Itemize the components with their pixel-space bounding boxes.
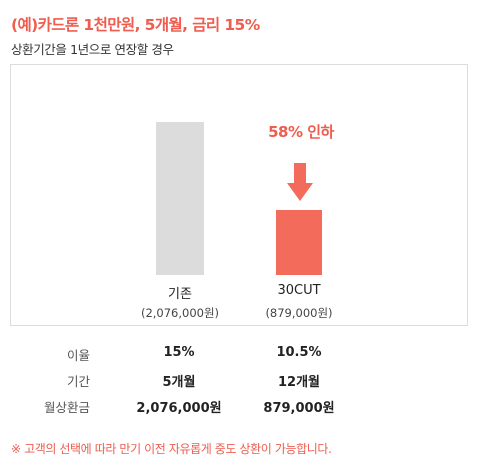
bar-after-label: 30CUT xyxy=(277,283,321,298)
page-title: (예)카드론 1천만원, 5개월, 금리 15% xyxy=(11,16,260,34)
payment-after: 879,000원 xyxy=(263,401,335,416)
comparison-chart: 58% 인하 기존 (2,076,000원) 30CUT (879,000원) xyxy=(10,64,468,326)
rate-before: 15% xyxy=(163,345,195,360)
row-label-rate: 이율 xyxy=(66,348,90,363)
payment-before: 2,076,000원 xyxy=(136,401,222,416)
page-subtitle: 상환기간을 1년으로 연장할 경우 xyxy=(11,42,174,57)
bar-before xyxy=(156,122,204,275)
footnote: ※ 고객의 선택에 따라 만기 이전 자유롭게 중도 상환이 가능합니다. xyxy=(11,442,332,456)
bar-after xyxy=(276,210,322,275)
rate-after: 10.5% xyxy=(276,345,322,360)
bar-before-label: 기존 xyxy=(168,287,192,302)
period-before: 5개월 xyxy=(162,375,196,390)
period-after: 12개월 xyxy=(277,375,320,390)
bar-after-amount: (879,000원) xyxy=(265,306,333,320)
reduction-label: 58% 인하 xyxy=(268,123,334,141)
row-label-monthly-payment: 월상환금 xyxy=(43,400,90,415)
arrow-down-icon xyxy=(287,163,313,201)
row-label-period: 기간 xyxy=(66,374,90,389)
bar-before-amount: (2,076,000원) xyxy=(140,306,220,320)
